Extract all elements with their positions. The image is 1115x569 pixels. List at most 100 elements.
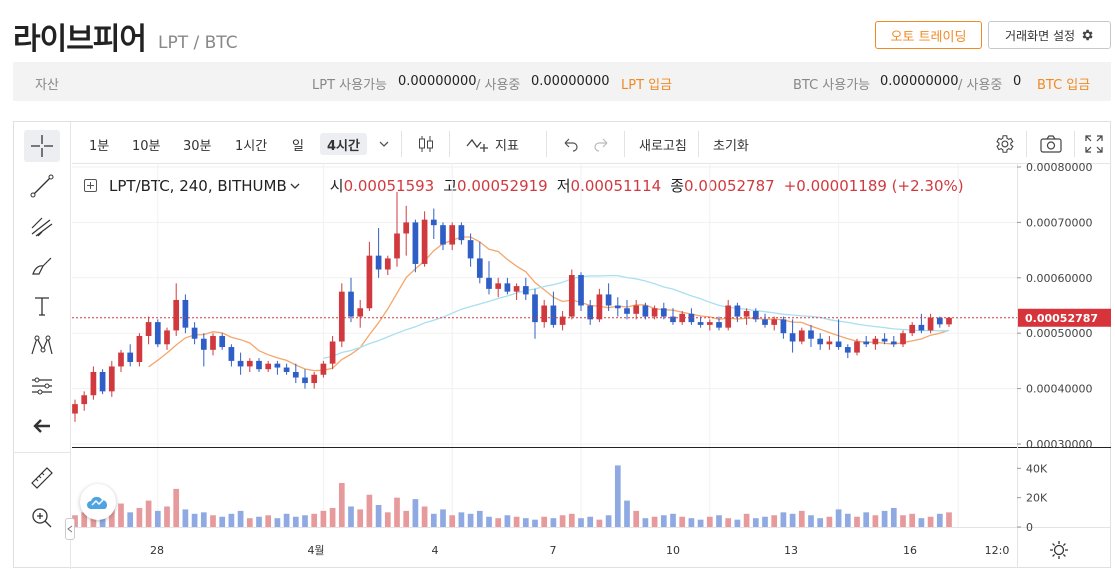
interval-dropdown[interactable] [378,133,390,155]
current-price-tag [1018,308,1111,327]
volume-bar [844,513,851,527]
candle-body [366,255,373,309]
volume-bar [219,516,226,527]
volume-bar [237,510,244,527]
candle-body [173,299,180,331]
volume-bar [614,465,621,527]
redo-button[interactable] [593,133,611,155]
scroll-left-handle[interactable] [65,518,75,540]
crosshair-tool[interactable] [24,130,60,162]
volume-bar [467,513,474,527]
refresh-button[interactable]: 새로고침 [639,138,687,154]
legend-close: 0.00052787 [684,176,775,195]
reset-button[interactable]: 초기화 [713,138,749,154]
zoom-icon [32,508,52,528]
pattern-tool[interactable] [24,330,60,362]
trend-line-icon [30,174,54,198]
legend-low-label: 저 [556,177,571,195]
lpt-deposit-link[interactable]: LPT 입금 [621,78,673,93]
volume-bar [338,483,345,527]
candle-body [651,308,658,317]
candlestick-icon [419,136,433,152]
volume-bar [670,513,676,527]
time-tick-label: 16 [903,544,917,557]
indicators-button[interactable]: 지표 [465,133,519,155]
tradingview-logo[interactable] [80,484,116,520]
btc-available-label: BTC 사용가능 [793,78,871,93]
candle-body [292,371,299,378]
candle-body [127,352,134,363]
chart-type-button[interactable] [415,133,437,155]
candle-body [449,225,456,245]
volume-bar [210,515,216,527]
current-price-label: 0.00052787 [1025,312,1098,325]
expand-icon[interactable] [84,179,97,192]
fib-tool[interactable] [24,210,60,242]
candle-body [348,291,354,317]
volume-bar [633,510,640,527]
fullscreen-button[interactable] [1084,133,1104,155]
chevron-down-icon[interactable] [290,181,300,191]
candle-body [550,305,557,325]
text-icon [35,297,49,316]
time-tick-label: 4 [432,544,439,557]
candle-body [872,338,879,345]
screenshot-button[interactable] [1039,133,1063,155]
lpt-in-use-value: 0.00000000 [531,74,610,89]
candle-body [191,327,198,339]
prediction-icon [32,377,52,395]
separator [698,131,699,157]
ma-long-line [323,274,950,360]
interval-30m[interactable]: 30분 [183,138,212,154]
candle-body [660,308,667,317]
indicators-icon [466,138,488,152]
zoom-tool[interactable] [24,502,60,534]
time-tick-label: 12:0 [985,544,1010,557]
interval-1h[interactable]: 1시간 [235,138,268,154]
candle-body [265,363,272,370]
prediction-tool[interactable] [24,370,60,402]
candle-body [274,363,281,368]
interval-1m[interactable]: 1분 [89,138,110,154]
volume-bar [256,516,262,527]
candle-body [670,316,676,323]
btc-in-use-value: 0 [1013,74,1022,89]
volume-bar [348,506,354,527]
auto-trading-button[interactable]: 오토 트레이딩 [875,21,982,49]
legend-low: 0.00051114 [570,176,662,195]
volume-bar [688,518,695,527]
candle-body [486,277,492,289]
volume-bar [587,516,594,527]
volume-bar [375,505,382,527]
text-tool[interactable] [24,290,60,322]
interval-10m[interactable]: 10분 [132,138,161,154]
interval-day[interactable]: 일 [292,138,304,154]
fullscreen-icon [1085,135,1103,153]
screen-settings-button[interactable]: 거래화면 설정 [988,21,1111,49]
candle-body [789,333,796,342]
candle-body [854,341,860,353]
btc-deposit-link[interactable]: BTC 입금 [1037,78,1091,93]
volume-bar [808,515,814,527]
undo-button[interactable] [561,133,579,155]
volume-bar [513,516,520,527]
candle-body [357,308,364,317]
interval-4h[interactable]: 4시간 [320,133,367,155]
candle-body [504,283,511,292]
candle-body [210,335,216,350]
ruler-tool[interactable] [24,462,60,494]
chart-properties-button[interactable] [1048,539,1070,561]
brush-tool[interactable] [24,250,60,282]
volume-bar [605,515,612,527]
candle-body [835,341,842,348]
trend-line-tool[interactable] [24,170,60,202]
candle-body [329,341,336,364]
volume-bar [394,497,400,527]
candle-body [430,219,437,226]
volume-bar [421,506,428,527]
candle-body [394,233,400,259]
back-tool[interactable] [24,410,60,442]
candle-body [311,374,318,384]
chart-settings-button[interactable] [993,133,1015,155]
candle-body [844,347,851,353]
